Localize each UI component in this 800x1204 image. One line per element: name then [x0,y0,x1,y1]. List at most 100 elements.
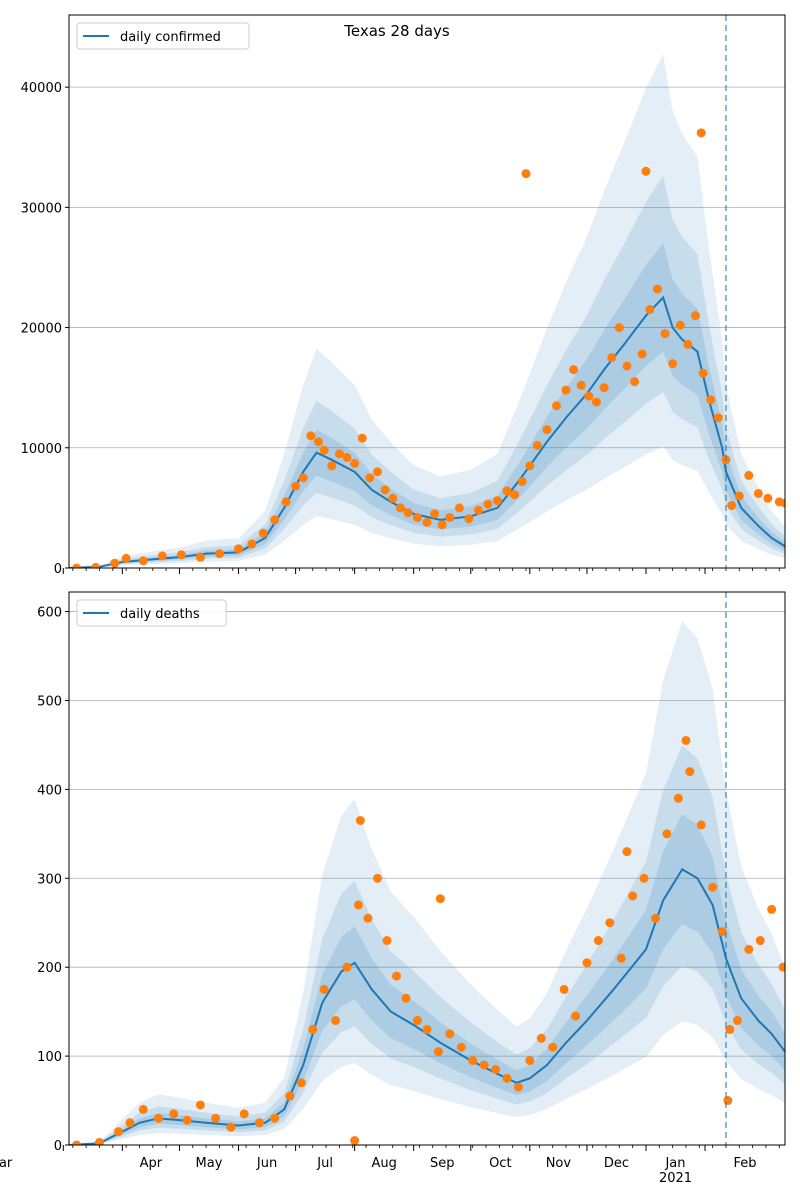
data-point [422,517,432,527]
data-point [591,397,601,407]
data-point [584,391,594,401]
data-point [355,815,365,825]
data-point [641,166,651,176]
data-point [296,1078,306,1088]
x-tick-label: Jan [664,1156,685,1171]
data-point [214,549,224,559]
data-point [536,1033,546,1043]
data-point [270,1113,280,1123]
data-point [313,437,323,447]
data-point [380,485,390,495]
x-tick-label: Jun [256,1156,277,1171]
axes-frame [68,591,786,1146]
data-point [435,894,445,904]
data-point [195,1100,205,1110]
uncertainty-band [69,621,785,1145]
data-point [727,500,737,510]
data-point [763,493,773,503]
figure-title: Texas 28 days [343,22,450,40]
data-point [72,563,82,568]
data-point [510,490,520,500]
data-point [392,971,402,981]
data-point [744,470,754,480]
data-point [422,1024,432,1034]
uncertainty-band [69,54,785,568]
data-point [157,551,167,561]
confirmed-panel: 0 10000 20000 30000 40000 daily confirmed [21,14,786,577]
data-point [291,481,301,491]
data-point [713,413,723,423]
data-point [525,461,535,471]
data-point [691,311,700,321]
data-point [548,1042,558,1052]
data-point [319,984,329,994]
data-point [195,552,205,562]
data-point [239,1109,249,1119]
data-point [254,1118,264,1128]
data-point [696,820,706,830]
data-point [753,488,763,498]
data-point [211,1113,221,1123]
y-tick-label: 10000 [21,442,62,457]
data-point [639,873,649,883]
data-point [734,491,744,501]
x-tick-label: Aug [371,1156,396,1171]
data-point [121,553,131,563]
data-point [437,520,447,530]
y-tick-label: 40000 [21,81,62,96]
data-point [491,1064,501,1074]
y-tick-label: 20000 [21,322,62,337]
plot-area [69,54,785,568]
data-point [668,359,678,369]
data-point [456,1042,466,1052]
legend: daily confirmed [76,22,250,50]
data-point [176,550,186,560]
data-point [401,993,411,1003]
data-point [683,339,693,349]
deaths-panel: 0 100 200 300 400 500 600 Apr May Jun Jul Aug Sep Oct… [0,591,786,1186]
data-point [433,1047,443,1057]
data-point [233,544,243,554]
x-tick-label: Sep [430,1156,455,1171]
data-point [342,962,352,972]
x-tick-label: 2021 [659,1171,692,1186]
data-point [517,476,527,486]
data-point [353,900,363,910]
y-tick-label: 600 [37,606,62,621]
data-point [614,323,624,333]
data-point [285,1091,295,1101]
data-point [532,440,542,450]
legend: daily deaths [76,599,227,627]
data-point [696,128,706,138]
y-tick-label: 300 [37,872,62,887]
data-point [662,829,672,839]
data-point [645,305,655,315]
data-point [479,1060,489,1070]
data-point [350,1136,360,1145]
y-tick-label: 500 [37,694,62,709]
y-tick-label: 0 [54,1139,62,1154]
x-tick-label: Nov [546,1156,572,1171]
data-point [154,1113,163,1123]
data-point [138,1104,148,1114]
data-point [559,984,569,994]
x-tick-label: Oct [489,1156,511,1171]
data-point [363,913,373,923]
series-line [69,868,785,1145]
data-point [334,449,344,459]
data-point [698,368,708,378]
data-point [685,767,695,777]
data-point [723,1096,733,1106]
data-point [525,1056,535,1066]
data-point [72,1140,82,1145]
data-point [308,1024,318,1034]
data-point [732,1016,742,1026]
data-point [502,486,512,496]
data-point [616,953,626,963]
data-point [382,936,392,946]
x-tick-label: Apr [140,1156,163,1171]
x-tick-label: Feb [733,1156,756,1171]
data-point [319,445,329,455]
data-point [706,395,716,405]
